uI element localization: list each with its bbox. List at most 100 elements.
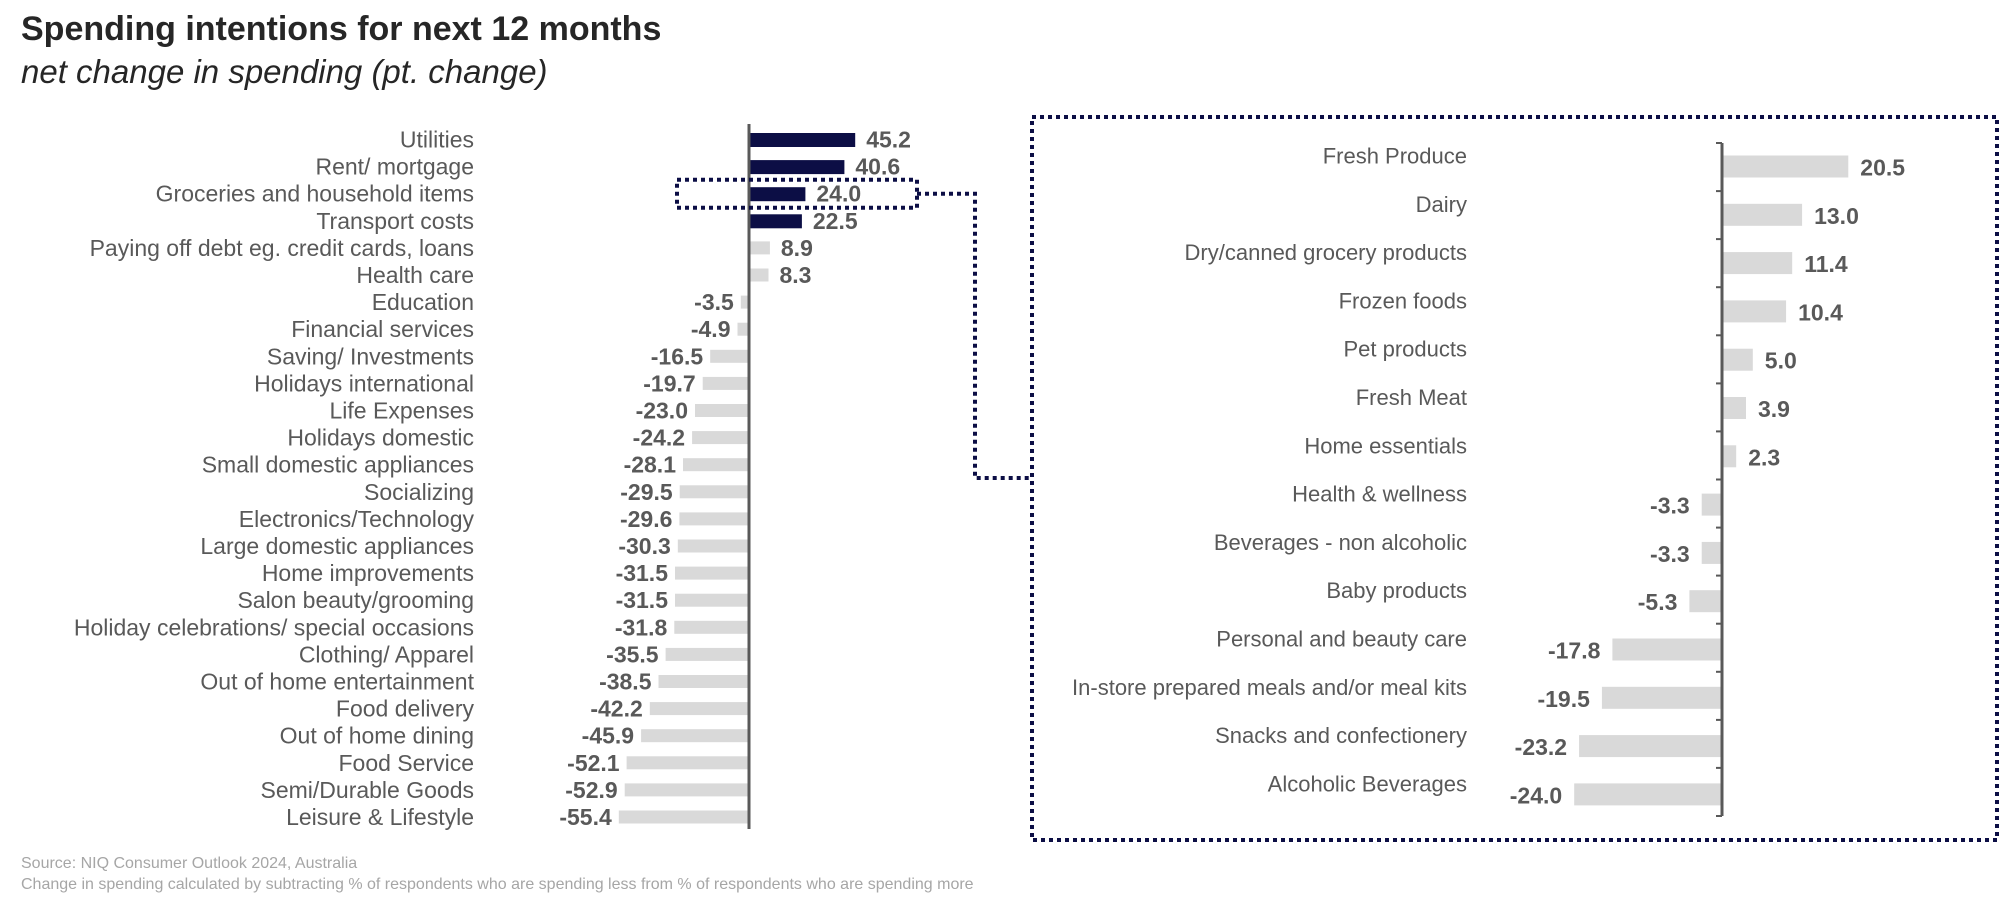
- callout-connector: [675, 177, 1032, 480]
- detail-bar-frozen-foods: [1722, 300, 1787, 323]
- category-label-transport-costs: Transport costs: [316, 208, 474, 234]
- detail-bar-snacks-and-confectionery: [1579, 735, 1722, 758]
- category-label-electronics-technology: Electronics/Technology: [239, 506, 475, 532]
- value-label-groceries-and-household-items: 24.0: [816, 181, 861, 207]
- bar-food-service: [626, 756, 749, 770]
- detail-value-label-frozen-foods: 10.4: [1798, 299, 1843, 325]
- value-label-health-care: 8.3: [780, 262, 812, 288]
- detail-category-label-baby-products: Baby products: [1326, 578, 1467, 603]
- detail-value-label-alcoholic-beverages: -24.0: [1510, 782, 1562, 808]
- value-label-semi-durable-goods: -52.9: [565, 777, 617, 803]
- value-label-food-service: -52.1: [567, 750, 620, 776]
- category-label-out-of-home-dining: Out of home dining: [280, 723, 474, 749]
- bar-utilities: [749, 133, 856, 147]
- bar-out-of-home-entertainment: [658, 675, 749, 688]
- detail-value-label-in-store-prepared-meals-and-or-meal-kits: -19.5: [1537, 686, 1590, 712]
- detail-bar-alcoholic-beverages: [1574, 783, 1722, 806]
- bar-semi-durable-goods: [624, 783, 749, 797]
- value-label-holidays-domestic: -24.2: [633, 425, 685, 451]
- detail-value-label-beverages-non-alcoholic: -3.3: [1650, 541, 1690, 567]
- category-label-rent-mortgage: Rent/ mortgage: [315, 154, 474, 180]
- detail-category-label-snacks-and-confectionery: Snacks and confectionery: [1215, 723, 1467, 748]
- value-label-holidays-international: -19.7: [643, 370, 695, 396]
- bar-paying-off-debt-eg-credit-cards-loans: [749, 241, 770, 255]
- category-label-food-service: Food Service: [338, 750, 474, 776]
- detail-category-label-frozen-foods: Frozen foods: [1339, 288, 1467, 313]
- method-note: Change in spending calculated by subtrac…: [21, 876, 974, 893]
- detail-category-label-fresh-produce: Fresh Produce: [1323, 144, 1467, 169]
- category-label-paying-off-debt-eg-credit-cards-loans: Paying off debt eg. credit cards, loans: [90, 235, 474, 261]
- detail-bar-personal-and-beauty-care: [1612, 638, 1722, 661]
- bar-holidays-international: [702, 376, 749, 390]
- category-label-socializing: Socializing: [364, 479, 474, 505]
- value-label-rent-mortgage: 40.6: [855, 154, 900, 180]
- bar-home-improvements: [675, 566, 749, 580]
- detail-category-label-home-essentials: Home essentials: [1304, 433, 1467, 458]
- value-label-holiday-celebrations-special-occasions: -31.8: [615, 614, 668, 640]
- bar-food-delivery: [649, 702, 749, 716]
- bar-health-care: [749, 268, 769, 282]
- category-label-leisure-lifestyle: Leisure & Lifestyle: [286, 804, 474, 830]
- bar-education: [740, 295, 749, 309]
- chart-subtitle: net change in spending (pt. change): [21, 53, 548, 90]
- category-label-salon-beauty-grooming: Salon beauty/grooming: [237, 587, 474, 613]
- detail-value-label-fresh-meat: 3.9: [1758, 396, 1790, 422]
- bar-electronics-technology: [679, 512, 749, 526]
- bar-large-domestic-appliances: [677, 539, 749, 553]
- value-label-home-improvements: -31.5: [616, 560, 669, 586]
- bar-holiday-celebrations-special-occasions: [674, 620, 749, 634]
- category-label-life-expenses: Life Expenses: [330, 398, 474, 424]
- category-label-small-domestic-appliances: Small domestic appliances: [202, 452, 474, 478]
- category-label-food-delivery: Food delivery: [336, 696, 475, 722]
- chart-title: Spending intentions for next 12 months: [21, 10, 662, 48]
- detail-value-label-home-essentials: 2.3: [1748, 444, 1780, 470]
- detail-bar-dairy: [1722, 203, 1803, 226]
- category-label-large-domestic-appliances: Large domestic appliances: [200, 533, 474, 559]
- category-label-saving-investments: Saving/ Investments: [267, 343, 474, 369]
- bar-transport-costs: [749, 214, 802, 229]
- value-label-paying-off-debt-eg-credit-cards-loans: 8.9: [781, 235, 813, 261]
- detail-category-label-fresh-meat: Fresh Meat: [1356, 385, 1467, 410]
- value-label-utilities: 45.2: [866, 127, 911, 153]
- detail-category-label-health-wellness: Health & wellness: [1292, 482, 1467, 507]
- category-label-clothing-apparel: Clothing/ Apparel: [299, 641, 474, 667]
- bar-rent-mortgage: [749, 160, 845, 175]
- detail-bar-in-store-prepared-meals-and-or-meal-kits: [1601, 686, 1722, 709]
- bar-holidays-domestic: [692, 431, 749, 445]
- category-label-home-improvements: Home improvements: [262, 560, 474, 586]
- bar-clothing-apparel: [665, 647, 749, 661]
- category-label-groceries-and-household-items: Groceries and household items: [156, 181, 474, 207]
- detail-category-label-personal-and-beauty-care: Personal and beauty care: [1216, 627, 1467, 652]
- value-label-out-of-home-dining: -45.9: [582, 723, 634, 749]
- detail-bar-fresh-produce: [1722, 155, 1849, 178]
- detail-value-label-personal-and-beauty-care: -17.8: [1548, 638, 1601, 664]
- category-label-utilities: Utilities: [400, 127, 474, 153]
- category-label-holidays-domestic: Holidays domestic: [287, 425, 474, 451]
- source-note: Source: NIQ Consumer Outlook 2024, Austr…: [21, 855, 358, 872]
- detail-category-label-in-store-prepared-meals-and-or-meal-kits: In-store prepared meals and/or meal kits: [1072, 675, 1467, 700]
- value-label-electronics-technology: -29.6: [620, 506, 672, 532]
- value-label-saving-investments: -16.5: [651, 343, 704, 369]
- callout-connector-line: [917, 191, 1032, 480]
- detail-value-label-dry-canned-grocery-products: 11.4: [1804, 251, 1848, 277]
- value-label-salon-beauty-grooming: -31.5: [616, 587, 669, 613]
- main-bar-chart: Utilities 45.2 Rent/ mortgage 40.6 Groceries…: [74, 124, 911, 830]
- detail-bar-home-essentials: [1722, 445, 1737, 468]
- category-label-out-of-home-entertainment: Out of home entertainment: [200, 669, 474, 695]
- detail-panel-border: [1030, 115, 1999, 842]
- value-label-large-domestic-appliances: -30.3: [618, 533, 670, 559]
- category-label-health-care: Health care: [356, 262, 474, 288]
- detail-value-label-baby-products: -5.3: [1638, 589, 1678, 615]
- detail-category-label-dry-canned-grocery-products: Dry/canned grocery products: [1185, 240, 1467, 265]
- category-label-financial-services: Financial services: [291, 316, 474, 342]
- value-label-clothing-apparel: -35.5: [606, 641, 659, 667]
- bar-small-domestic-appliances: [683, 458, 749, 472]
- value-label-socializing: -29.5: [620, 479, 673, 505]
- bar-financial-services: [737, 322, 749, 336]
- category-label-semi-durable-goods: Semi/Durable Goods: [261, 777, 475, 803]
- value-label-education: -3.5: [694, 289, 734, 315]
- bar-out-of-home-dining: [641, 729, 749, 743]
- bar-life-expenses: [695, 404, 750, 417]
- detail-value-label-snacks-and-confectionery: -23.2: [1515, 734, 1567, 760]
